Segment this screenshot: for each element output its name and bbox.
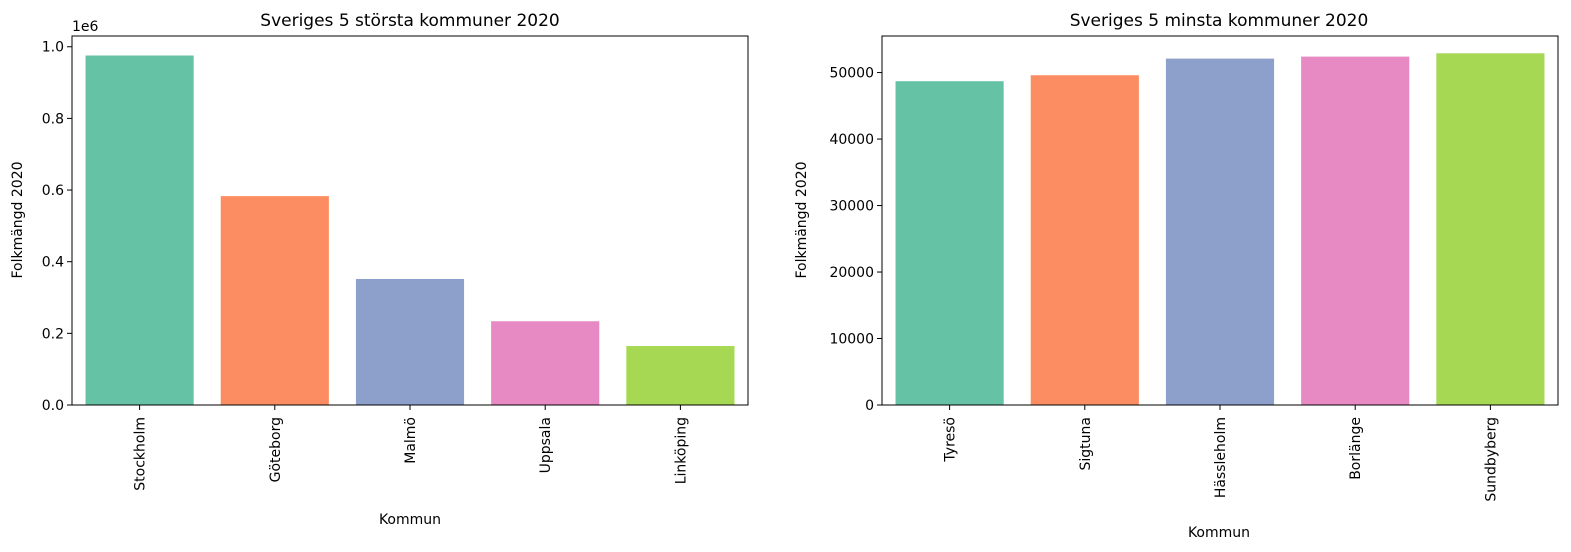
- x-tick-label: Sundbyberg: [1483, 417, 1499, 502]
- x-tick-label: Tyresö: [943, 417, 959, 463]
- y-tick-label: 0.4: [42, 255, 64, 271]
- y-tick-label: 10000: [829, 332, 874, 348]
- bar-göteborg: [220, 196, 329, 405]
- y-tick-label: 0.6: [42, 183, 64, 199]
- x-axis-label: Kommun: [1188, 525, 1250, 541]
- y-tick-label: 40000: [829, 132, 874, 148]
- bar-linköping: [626, 346, 735, 405]
- y-tick-label: 0: [865, 398, 874, 414]
- x-tick-label: Göteborg: [268, 417, 284, 482]
- y-tick-label: 50000: [829, 66, 874, 82]
- bar-stockholm: [85, 55, 194, 405]
- bar-hässleholm: [1165, 58, 1275, 406]
- x-tick-label: Hässleholm: [1213, 417, 1229, 498]
- bar-borlänge: [1301, 56, 1410, 406]
- chart-title: Sveriges 5 största kommuner 2020: [260, 11, 559, 31]
- y-axis-offset-label: 1e6: [72, 19, 99, 35]
- bar-sundbyberg: [1436, 53, 1545, 405]
- bar-uppsala: [491, 321, 600, 405]
- x-tick-label: Linköping: [673, 417, 689, 484]
- y-axis-label: Folkmängd 2020: [10, 161, 26, 278]
- y-tick-label: 30000: [829, 199, 874, 215]
- y-tick-label: 1.0: [42, 40, 64, 56]
- y-tick-label: 0.2: [42, 326, 64, 342]
- y-tick-label: 20000: [829, 265, 874, 281]
- bar-sigtuna: [1030, 75, 1139, 405]
- chart-title: Sveriges 5 minsta kommuner 2020: [1070, 11, 1369, 31]
- x-tick-label: Stockholm: [133, 417, 149, 491]
- y-tick-label: 0.0: [42, 398, 64, 414]
- y-tick-label: 0.8: [42, 111, 64, 127]
- y-axis-label: Folkmängd 2020: [794, 161, 810, 278]
- bar-malmö: [355, 278, 465, 405]
- x-tick-label: Borlänge: [1348, 417, 1364, 480]
- x-tick-label: Uppsala: [538, 417, 554, 473]
- x-tick-label: Sigtuna: [1078, 417, 1094, 470]
- x-tick-label: Malmö: [403, 417, 419, 464]
- chart-smallest-municipalities: Sveriges 5 minsta kommuner 2020 Folkmäng…: [794, 11, 1559, 541]
- x-axis-label: Kommun: [379, 512, 441, 528]
- bar-tyresö: [895, 81, 1004, 406]
- chart-largest-municipalities: Sveriges 5 största kommuner 2020 Folkmän…: [10, 11, 749, 528]
